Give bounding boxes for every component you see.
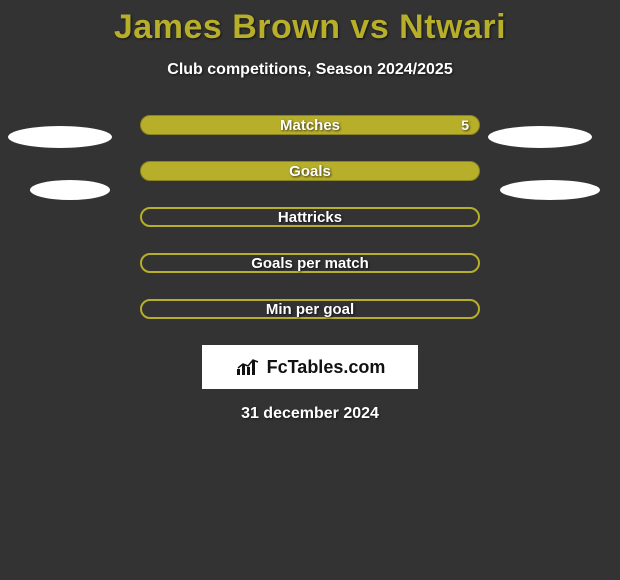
decorative-ellipse bbox=[488, 126, 592, 148]
stat-label: Goals bbox=[289, 163, 331, 180]
decorative-ellipse bbox=[500, 180, 600, 200]
stat-bar: Min per goal bbox=[140, 299, 480, 319]
stat-bar: Goals per match bbox=[140, 253, 480, 273]
decorative-ellipse bbox=[30, 180, 110, 200]
stat-row: Goals bbox=[0, 161, 620, 181]
stat-label: Min per goal bbox=[266, 301, 354, 318]
stat-bar: Goals bbox=[140, 161, 480, 181]
page-subtitle: Club competitions, Season 2024/2025 bbox=[0, 61, 620, 79]
stat-label: Matches bbox=[280, 117, 340, 134]
date-label: 31 december 2024 bbox=[0, 405, 620, 423]
stat-label: Hattricks bbox=[278, 209, 342, 226]
stat-bar: Hattricks bbox=[140, 207, 480, 227]
stat-row: Hattricks bbox=[0, 207, 620, 227]
decorative-ellipse bbox=[8, 126, 112, 148]
stat-value-right: 5 bbox=[461, 117, 469, 133]
chart-icon bbox=[235, 357, 261, 377]
page-title: James Brown vs Ntwari bbox=[0, 0, 620, 47]
stat-row: Goals per match bbox=[0, 253, 620, 273]
stat-label: Goals per match bbox=[251, 255, 369, 272]
logo-text: FcTables.com bbox=[267, 357, 386, 378]
stat-row: Min per goal bbox=[0, 299, 620, 319]
site-logo: FcTables.com bbox=[202, 345, 418, 389]
stat-bar: Matches 5 bbox=[140, 115, 480, 135]
